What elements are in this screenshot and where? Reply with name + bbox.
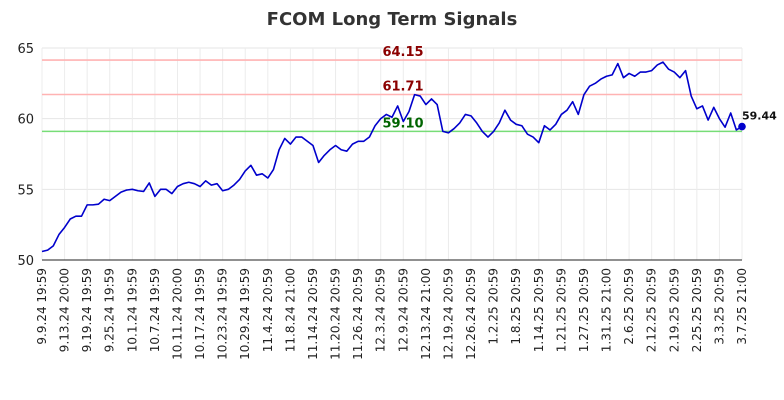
reference-line-label: 64.15 xyxy=(382,45,423,60)
series-line xyxy=(41,61,743,253)
x-tick-label: 3.3.25 20:59 xyxy=(712,268,726,345)
reference-lines xyxy=(42,59,742,133)
x-tick-label: 2.25.25 20:59 xyxy=(690,268,704,352)
x-tick-label: 11.14.24 20:59 xyxy=(306,268,320,360)
x-tick-label: 12.19.24 20:59 xyxy=(441,268,455,360)
last-point-marker xyxy=(738,122,746,131)
x-tick-label: 12.26.24 20:59 xyxy=(464,268,478,360)
x-tick-label: 10.7.24 19:59 xyxy=(148,268,162,352)
x-tick-label: 9.19.24 19:59 xyxy=(80,268,94,352)
x-tick-label: 1.8.25 20:59 xyxy=(509,268,523,345)
x-tick-label: 11.26.24 20:59 xyxy=(351,268,365,360)
x-tick-label: 12.9.24 20:59 xyxy=(396,268,410,352)
axes: 50 55 60 65 9.9.24 19:59 9.13.24 20:00 9.19.24… xyxy=(17,42,749,360)
x-tick-label: 10.1.24 19:59 xyxy=(125,268,139,352)
x-tick-label: 10.17.24 19:59 xyxy=(193,268,207,360)
x-tick-label: 12.13.24 21:00 xyxy=(419,268,433,360)
x-tick-label: 9.13.24 20:00 xyxy=(58,268,72,352)
x-tick-label: 10.29.24 19:59 xyxy=(238,268,252,360)
x-tick-label: 12.3.24 20:59 xyxy=(374,268,388,352)
reference-line-label: 59.10 xyxy=(382,116,423,131)
x-tick-label: 1.2.25 20:59 xyxy=(487,268,501,345)
x-tick-label: 11.8.24 21:00 xyxy=(283,268,297,352)
x-tick-label: 1.21.25 20:59 xyxy=(554,268,568,352)
y-tick-label: 65 xyxy=(17,42,34,57)
y-tick-label: 60 xyxy=(17,113,34,128)
x-tick-label: 11.20.24 20:59 xyxy=(329,268,343,360)
grid xyxy=(41,47,743,261)
x-tick-label: 1.27.25 20:59 xyxy=(577,268,591,352)
last-value-label: 59.44 xyxy=(742,110,777,123)
x-tick-label: 3.7.25 21:00 xyxy=(735,268,749,345)
y-tick-label: 50 xyxy=(17,254,34,269)
series xyxy=(41,61,746,253)
x-tick-label: 1.14.25 20:59 xyxy=(532,268,546,352)
x-tick-label: 9.25.24 19:59 xyxy=(103,268,117,352)
x-tick-label: 10.11.24 20:00 xyxy=(170,268,184,360)
x-tick-label: 2.6.25 20:59 xyxy=(622,268,636,345)
chart-title: FCOM Long Term Signals xyxy=(267,9,518,30)
x-tick-label: 10.23.24 19:59 xyxy=(216,268,230,360)
x-tick-label: 9.9.24 19:59 xyxy=(35,268,49,345)
x-tick-label: 2.12.25 20:59 xyxy=(645,268,659,352)
x-tick-label: 11.4.24 20:59 xyxy=(261,268,275,352)
reference-line-label: 61.71 xyxy=(382,79,423,94)
x-tick-label: 1.31.25 21:00 xyxy=(600,268,614,352)
y-tick-label: 55 xyxy=(17,183,34,198)
labels: 64.15 61.71 59.10 59.44 xyxy=(382,45,777,131)
x-tick-label: 2.19.25 20:59 xyxy=(667,268,681,352)
